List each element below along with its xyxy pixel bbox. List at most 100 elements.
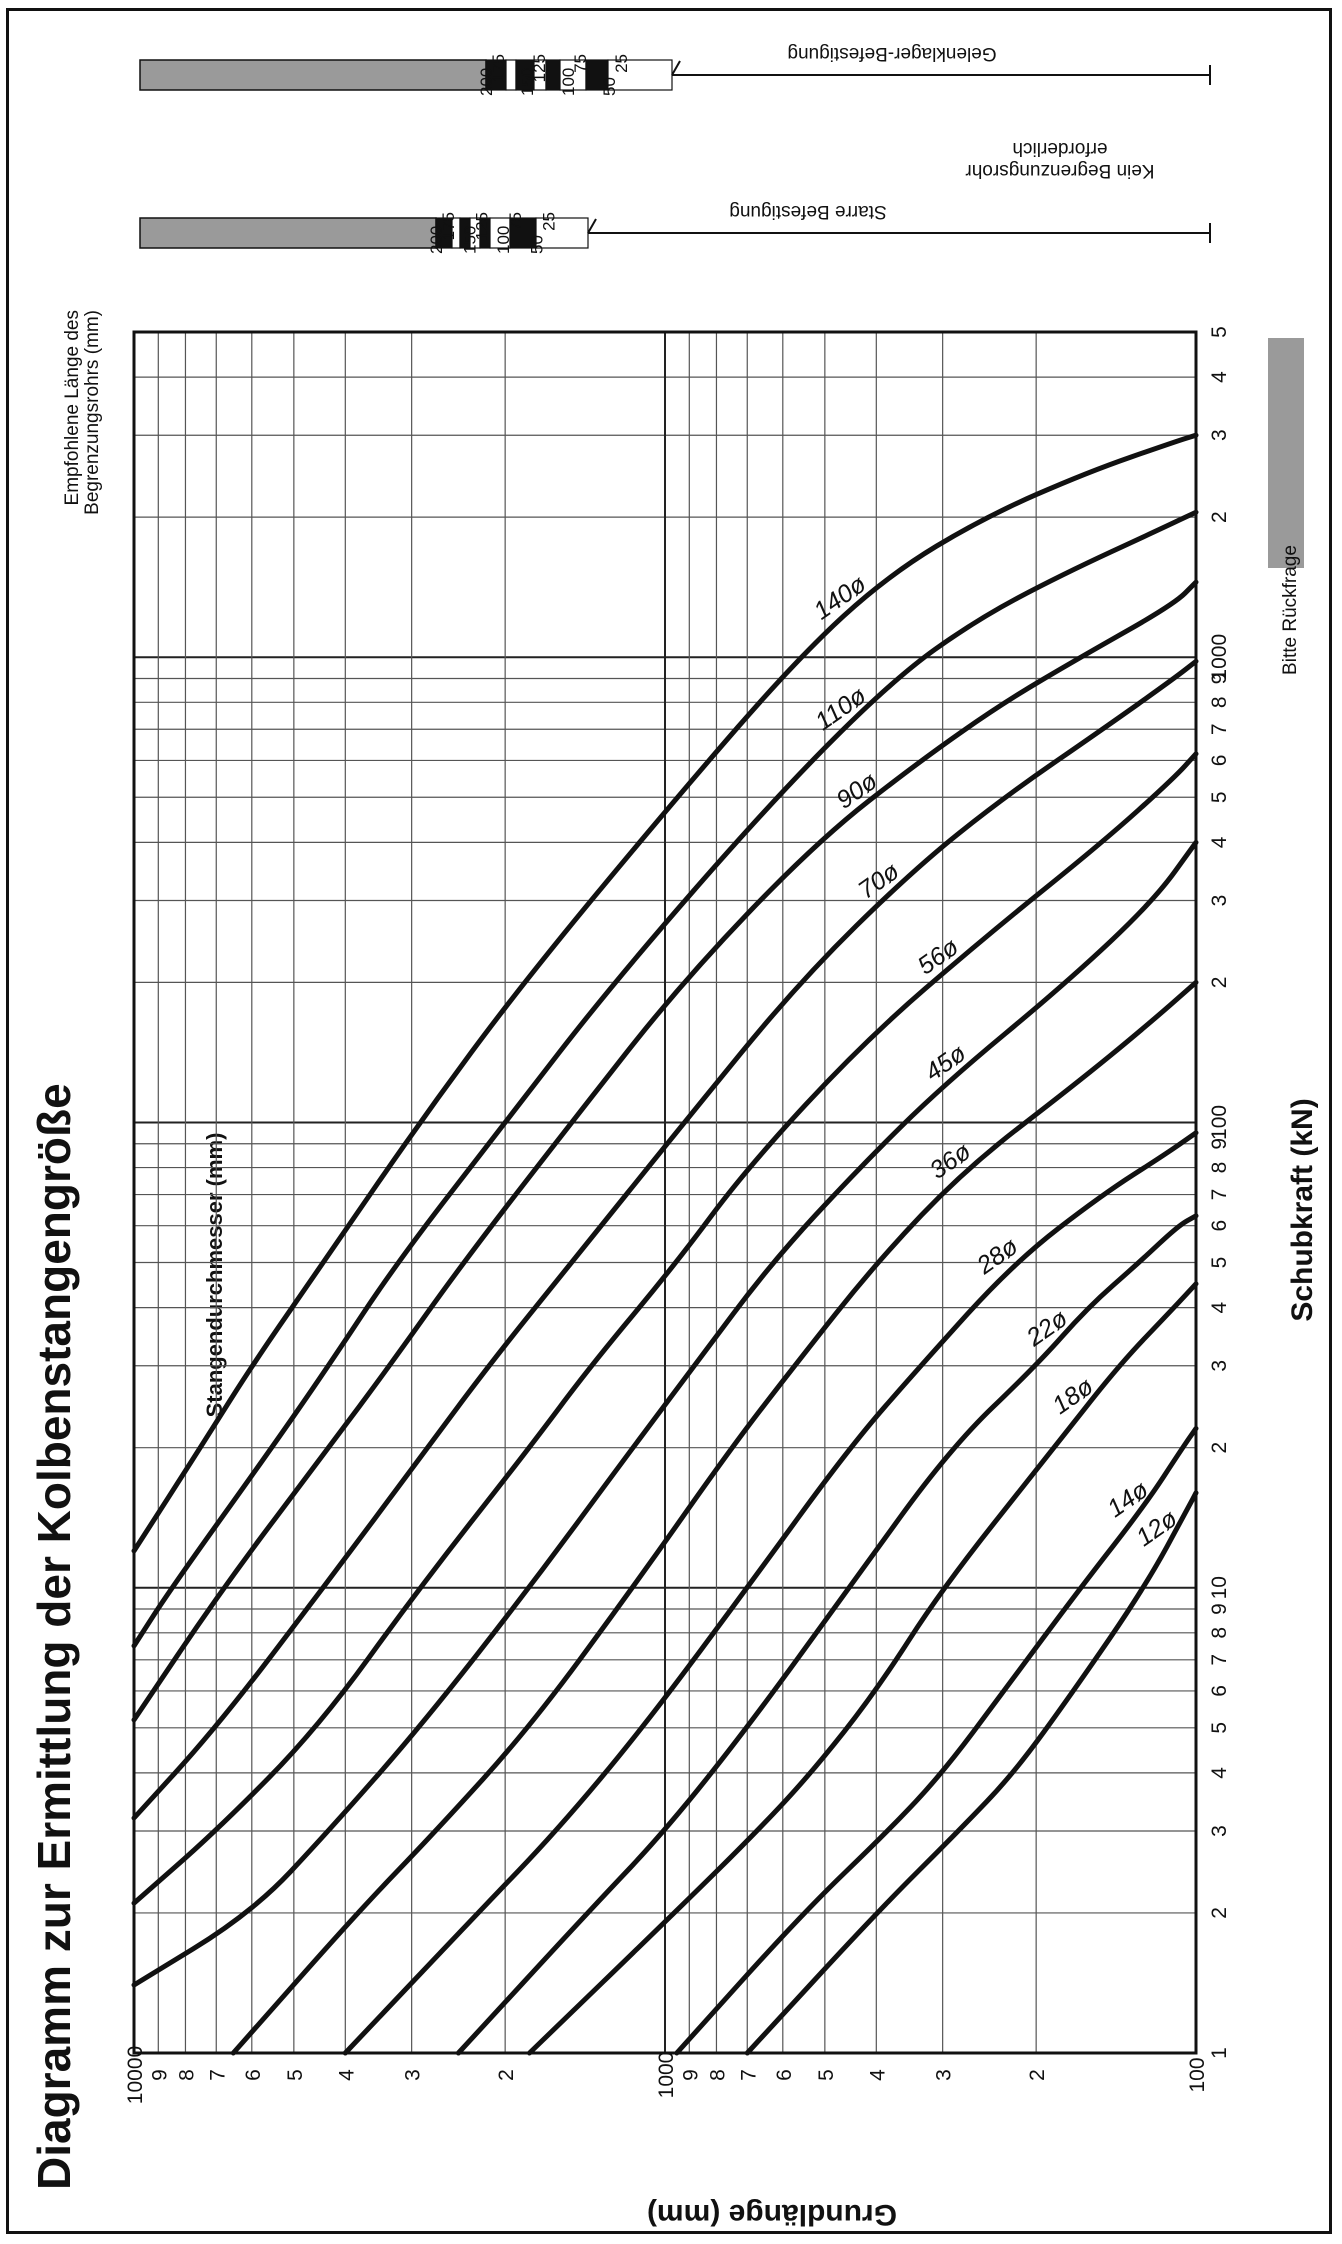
y-tick-label: 10000 [124, 2046, 147, 2104]
series-line-4 [342, 1130, 1199, 2056]
x-tick-label: 2 [1208, 977, 1231, 989]
x-tick-label: 9 [1208, 673, 1231, 685]
y-tick-label: 7 [737, 2069, 760, 2081]
bar-name: Starre Befestigung [729, 201, 886, 222]
bar-label-inner: 200 [477, 68, 496, 96]
series-label: 70ø [853, 857, 904, 905]
bar-label-outer: 25 [539, 212, 558, 231]
legend-swatch [1268, 338, 1304, 568]
y-tick-label: 5 [815, 2069, 838, 2081]
series-line-2 [527, 1281, 1199, 2056]
y-tick-label: 2 [495, 2069, 518, 2081]
bar-label-inner: 50 [600, 77, 619, 96]
y-tick-label: 4 [866, 2069, 889, 2081]
y-tick-label: 2 [1026, 2069, 1049, 2081]
y-tick-label: 9 [148, 2069, 171, 2081]
legend-label: Bitte Rückfrage [1280, 545, 1301, 675]
y-tick-label: 8 [706, 2069, 729, 2081]
y-tick-label: 100 [1186, 2057, 1209, 2092]
plot-border [132, 330, 1198, 2055]
page-frame [6, 8, 1332, 2234]
series-line-11 [131, 432, 1199, 1554]
series-label: 90ø [831, 767, 882, 815]
x-tick-label: 5 [1208, 326, 1231, 338]
series-line-8 [131, 658, 1199, 1821]
series-line-3 [455, 1213, 1199, 2056]
bar-label-inner: 100 [559, 68, 578, 96]
series-label: 28ø [971, 1232, 1023, 1280]
bar-label-outer: 125 [472, 212, 491, 240]
legend: Bitte Rückfrage [1268, 338, 1304, 675]
bar-name: Gelenklager-Befestigung [787, 43, 996, 64]
bar-segment [559, 59, 587, 91]
series-line-9 [131, 579, 1199, 1723]
bar-label-outer: 175 [489, 54, 508, 82]
bar-label-outer: 75 [506, 212, 525, 231]
bar-label-outer: 175 [439, 212, 458, 240]
y-tick-label: 8 [175, 2069, 198, 2081]
x-tick-label: 10 [1208, 1576, 1231, 1599]
x-axis-title: Schubkraft (kN) [1286, 1098, 1319, 1321]
series-label: 14ø [1102, 1475, 1153, 1523]
x-tick-label: 2 [1208, 511, 1231, 523]
bar-label-outer: 125 [530, 54, 549, 82]
series-label: 22ø [1021, 1304, 1073, 1352]
series-line-7 [131, 751, 1199, 1906]
bar-label-outer: 25 [612, 54, 631, 73]
x-tick-label: 7 [1208, 1654, 1231, 1666]
y-tick-label: 3 [933, 2069, 956, 2081]
chart-title: Diagramm zur Ermittlung der Kolbenstange… [28, 1083, 80, 2190]
x-tick-label: 100 [1208, 1105, 1231, 1140]
bar-label-inner: 150 [460, 226, 479, 254]
y-tick-label: 3 [402, 2069, 425, 2081]
x-tick-label: 4 [1208, 1301, 1231, 1313]
series-line-6 [131, 839, 1199, 1988]
x-tick-label: 4 [1208, 1767, 1231, 1779]
x-tick-label: 1 [1208, 2047, 1231, 2059]
bar-gray-section [139, 59, 487, 91]
y-tick-label: 5 [284, 2069, 307, 2081]
y-tick-label: 9 [679, 2069, 702, 2081]
x-tick-label: 4 [1208, 371, 1231, 383]
bar-gray-section [139, 217, 437, 249]
x-tick-label: 8 [1208, 1627, 1231, 1639]
x-tick-label: 6 [1208, 1685, 1231, 1697]
x-tick-label: 9 [1208, 1138, 1231, 1150]
x-tick-label: 9 [1208, 1603, 1231, 1615]
series-label: 56ø [912, 933, 963, 981]
x-tick-label: 7 [1208, 1189, 1231, 1201]
x-tick-label: 1000 [1208, 634, 1231, 681]
x-tick-label: 6 [1208, 755, 1231, 767]
x-tick-label: 3 [1208, 895, 1231, 907]
y-tick-label: 6 [773, 2069, 796, 2081]
bar-segment [535, 217, 589, 249]
x-tick-label: 4 [1208, 836, 1231, 848]
side-panel-title: Begrenzungsrohrs (mm) [82, 310, 103, 515]
y-axis-title: Grundlänge (mm) [647, 2198, 897, 2231]
x-tick-label: 5 [1208, 1257, 1231, 1269]
x-tick-label: 5 [1208, 791, 1231, 803]
bar-label-inner: 150 [518, 68, 537, 96]
y-tick-label: 6 [242, 2069, 265, 2081]
bar-label-outer: 75 [571, 54, 590, 73]
x-tick-label: 3 [1208, 1825, 1231, 1837]
x-tick-label: 8 [1208, 1162, 1231, 1174]
x-tick-label: 3 [1208, 1360, 1231, 1372]
series-label: 18ø [1047, 1372, 1098, 1420]
series-line-0 [744, 1490, 1199, 2056]
x-tick-label: 5 [1208, 1722, 1231, 1734]
x-tick-label: 2 [1208, 1907, 1231, 1919]
side-panel-title: Empfohlene Länge des [62, 310, 83, 505]
x-tick-label: 3 [1208, 429, 1231, 441]
y-tick-label: 7 [206, 2069, 229, 2081]
series-label: 110ø [810, 682, 871, 737]
series-line-10 [131, 509, 1199, 1649]
y-tick-label: 1000 [655, 2052, 678, 2099]
bar-segment [509, 217, 537, 249]
x-tick-label: 6 [1208, 1220, 1231, 1232]
side-panel-note: erforderlich [1012, 138, 1107, 159]
bar-label-inner: 100 [494, 226, 513, 254]
series-line-1 [674, 1425, 1199, 2056]
bar-segment [607, 59, 673, 91]
